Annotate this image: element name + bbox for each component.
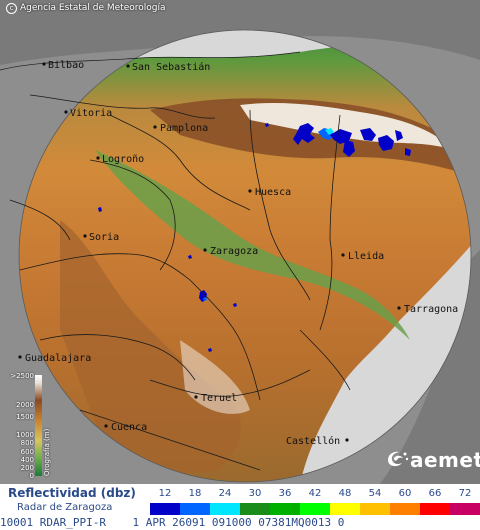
region-borders — [9, 94, 351, 471]
city-tarragona[interactable]: Tarragona — [397, 304, 458, 315]
reflectivity-value: 18 — [188, 488, 202, 499]
city-vitoria[interactable]: Vitoria — [64, 108, 112, 119]
aemet-logo: aemet — [386, 448, 480, 472]
altitude-tick: 600 — [20, 448, 34, 456]
reflectivity-value: 36 — [278, 488, 292, 499]
city-label-logrono: Logroño — [102, 154, 144, 165]
reflectivity-value: 30 — [248, 488, 262, 499]
radar-map: Bilbao San Sebastián Vitoria Pamplona Lo… — [0, 0, 480, 484]
altitude-tick: 0 — [29, 472, 34, 480]
city-label-cuenca: Cuenca — [111, 422, 147, 433]
reflectivity-value: 54 — [368, 488, 382, 499]
altitude-tick: >2500 — [10, 372, 34, 380]
reflectivity-swatch — [330, 503, 360, 515]
reflectivity-value: 72 — [458, 488, 472, 499]
city-markers: Bilbao San Sebastián Vitoria Pamplona Lo… — [18, 60, 458, 447]
reflectivity-step: 48 — [330, 486, 360, 516]
reflectivity-step: 66 — [420, 486, 450, 516]
city-guadalajara[interactable]: Guadalajara — [18, 353, 91, 364]
radar-coverage — [19, 30, 471, 482]
reflectivity-step: 72 — [450, 486, 480, 516]
reflectivity-title: Reflectividad (dbz) — [8, 486, 136, 500]
reflectivity-swatch — [360, 503, 390, 515]
altitude-tick: 800 — [20, 439, 34, 447]
city-lleida[interactable]: Lleida — [341, 251, 384, 262]
radar-range-ring — [18, 29, 472, 483]
city-label-pamplona: Pamplona — [160, 123, 208, 134]
reflectivity-value: 48 — [338, 488, 352, 499]
reflectivity-value: 24 — [218, 488, 232, 499]
city-label-teruel: Teruel — [201, 393, 237, 404]
city-zaragoza[interactable]: Zaragoza — [203, 246, 258, 257]
city-pamplona[interactable]: Pamplona — [153, 123, 208, 134]
reflectivity-value: 66 — [428, 488, 442, 499]
reflectivity-swatch — [390, 503, 420, 515]
city-label-zaragoza: Zaragoza — [210, 246, 258, 257]
altitude-tick: 1000 — [16, 431, 34, 439]
reflectivity-step: 12 — [150, 486, 180, 516]
iberian-range — [60, 220, 241, 480]
reflectivity-swatch — [300, 503, 330, 515]
city-label-castellon: Castellón — [286, 435, 340, 447]
reflectivity-swatch — [150, 503, 180, 515]
city-teruel[interactable]: Teruel — [194, 393, 237, 404]
mediterranean-outside — [380, 250, 480, 484]
reflectivity-step: 60 — [390, 486, 420, 516]
city-label-san-sebastian: San Sebastián — [132, 61, 210, 73]
altitude-tick: 200 — [20, 464, 34, 472]
city-label-lleida: Lleida — [348, 251, 384, 262]
aemet-wordmark: aemet — [410, 448, 480, 472]
copyright-icon: c — [6, 3, 17, 14]
reflectivity-value: 42 — [308, 488, 322, 499]
city-soria[interactable]: Soria — [83, 232, 119, 243]
reflectivity-value: 60 — [398, 488, 412, 499]
altitude-color-bar — [35, 375, 42, 476]
reflectivity-value: 12 — [158, 488, 172, 499]
reflectivity-step: 42 — [300, 486, 330, 516]
reflectivity-step: 54 — [360, 486, 390, 516]
city-label-tarragona: Tarragona — [404, 304, 458, 315]
coastline-north — [0, 51, 301, 71]
altitude-tick: 1500 — [16, 413, 34, 421]
altitude-legend: >2500 2000 1500 1000 800 600 400 200 0 O… — [6, 372, 51, 480]
reflectivity-step: 24 — [210, 486, 240, 516]
city-logrono[interactable]: Logroño — [96, 154, 144, 165]
credit-label: Agencia Estatal de Meteorología — [20, 3, 166, 13]
city-san-sebastian[interactable]: San Sebastián — [126, 61, 210, 73]
altitude-tick: 400 — [20, 456, 34, 464]
reflectivity-scale: 12 18 24 30 36 42 48 54 60 66 72 — [150, 486, 480, 516]
reflectivity-step: 30 — [240, 486, 270, 516]
city-label-soria: Soria — [89, 232, 119, 243]
credit-text: c Agencia Estatal de Meteorología — [6, 3, 166, 14]
radar-name: Radar de Zaragoza — [17, 502, 113, 513]
city-label-huesca: Huesca — [255, 187, 291, 198]
reflectivity-swatch — [240, 503, 270, 515]
reflectivity-swatch — [180, 503, 210, 515]
precipitation-echoes — [98, 123, 411, 352]
city-cuenca[interactable]: Cuenca — [104, 422, 147, 433]
reflectivity-swatch — [210, 503, 240, 515]
reflectivity-swatch — [270, 503, 300, 515]
aemet-swirl-icon — [388, 451, 409, 467]
teruel-highlands — [180, 340, 250, 414]
city-label-guadalajara: Guadalajara — [25, 353, 91, 364]
city-castellon[interactable]: Castellón — [286, 435, 349, 447]
city-huesca[interactable]: Huesca — [248, 187, 291, 198]
altitude-tick: 2000 — [16, 401, 34, 409]
city-bilbao[interactable]: Bilbao — [42, 60, 84, 71]
reflectivity-swatch — [450, 503, 480, 515]
status-line: 10001 RDAR_PPI-R 1 APR 26091 091000 0738… — [0, 516, 480, 530]
ebro-valley — [95, 150, 410, 340]
reflectivity-step: 18 — [180, 486, 210, 516]
reflectivity-step: 36 — [270, 486, 300, 516]
city-label-vitoria: Vitoria — [70, 108, 112, 119]
city-label-bilbao: Bilbao — [48, 60, 84, 71]
legend-panel: Reflectividad (dbz) Radar de Zaragoza 12… — [0, 484, 480, 530]
reflectivity-swatch — [420, 503, 450, 515]
altitude-legend-title: Orografía (m) — [43, 428, 51, 476]
